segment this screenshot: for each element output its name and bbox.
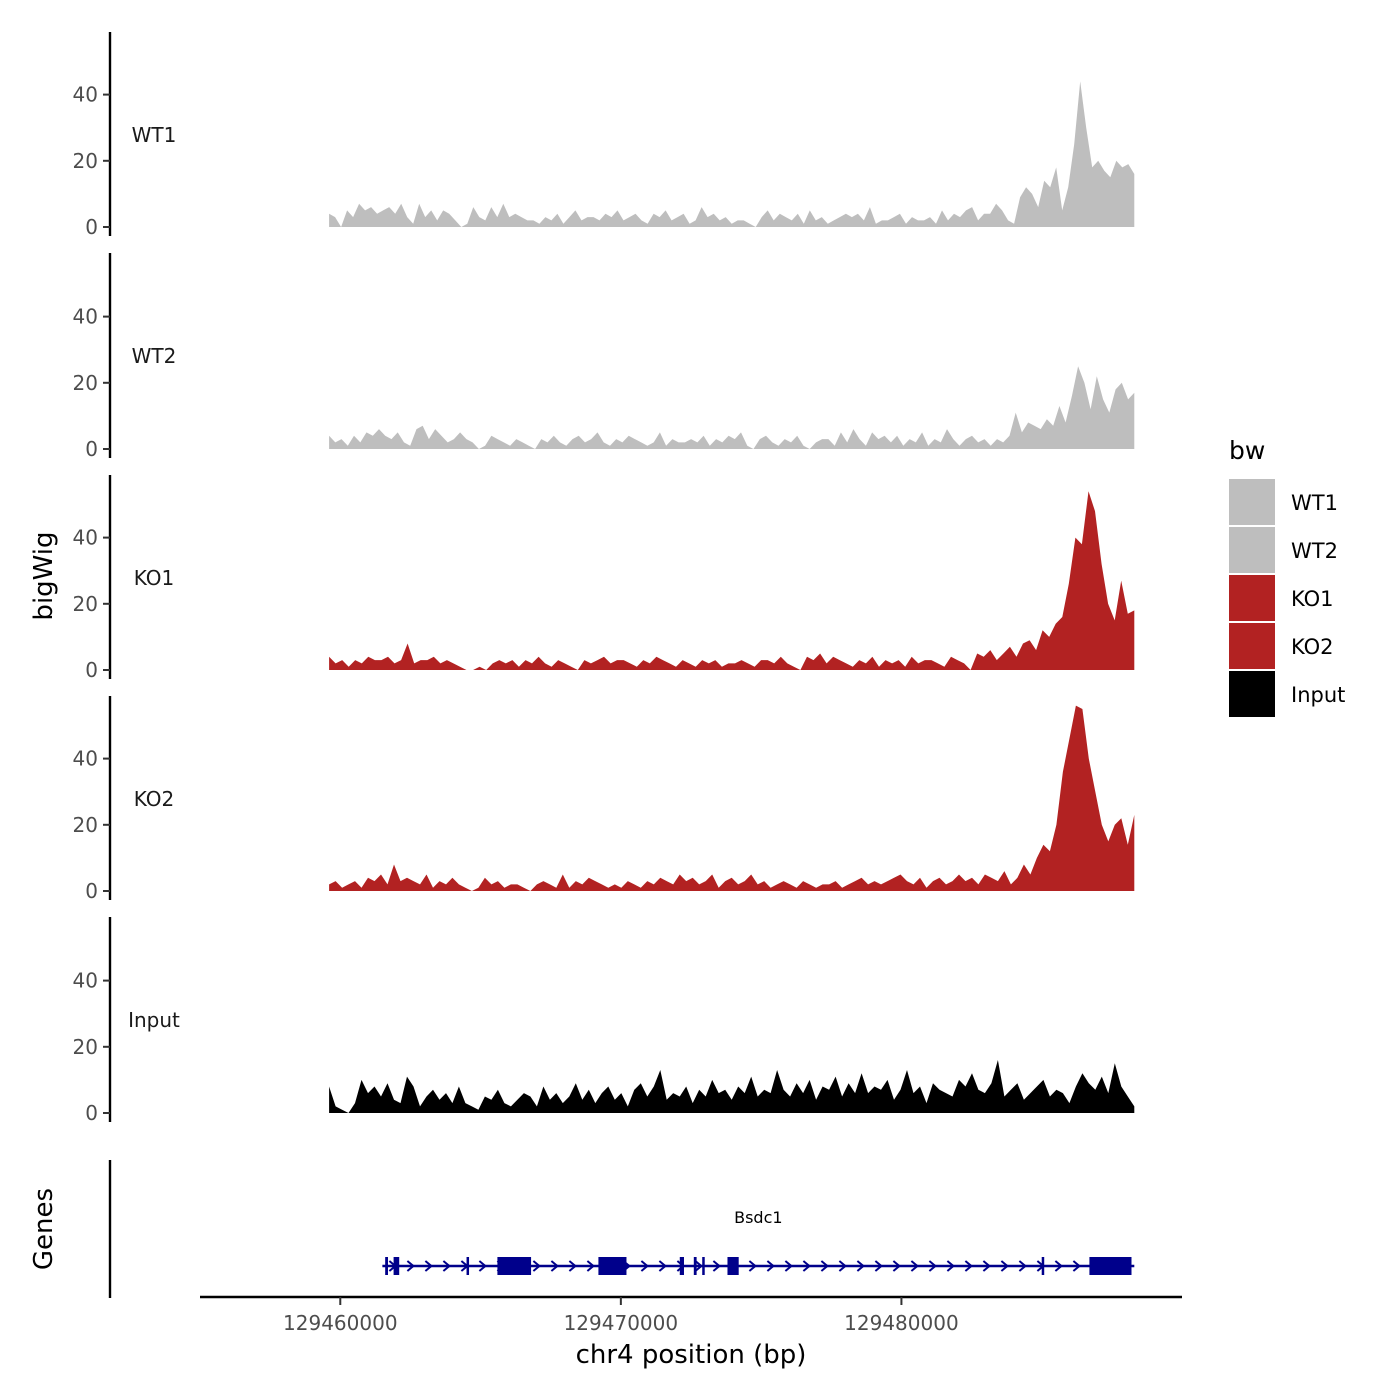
y-tick-label: 20 <box>73 371 98 395</box>
signal-area-wt1 <box>329 81 1135 228</box>
track-ko2: 0 20 40 KO2 <box>73 696 1135 903</box>
gene-exon <box>727 1257 739 1275</box>
strand-arrow <box>802 1260 811 1272</box>
signal-area-input <box>329 1060 1135 1113</box>
strand-arrow <box>586 1260 595 1272</box>
strand-arrow <box>784 1260 793 1272</box>
legend-label: Input <box>1291 683 1345 707</box>
legend-swatch-ko2 <box>1229 623 1275 669</box>
legend-label: KO2 <box>1291 635 1334 659</box>
signal-area-ko2 <box>329 705 1135 891</box>
track-label: WT2 <box>132 344 177 368</box>
strand-arrow <box>1054 1260 1063 1272</box>
strand-arrow <box>928 1260 937 1272</box>
gene-exon <box>1089 1257 1132 1275</box>
strand-arrow <box>1000 1260 1009 1272</box>
legend-swatch-wt2 <box>1229 527 1275 573</box>
legend-swatch-wt1 <box>1229 479 1275 525</box>
track-input: 0 20 40 Input <box>73 917 1135 1125</box>
legend: bw WT1 WT2 KO1 KO2 Input <box>1229 436 1345 717</box>
strand-arrow <box>640 1260 649 1272</box>
y-tick-label: 20 <box>73 592 98 616</box>
gene-exon <box>598 1257 627 1275</box>
legend-swatch-ko1 <box>1229 575 1275 621</box>
strand-arrow <box>964 1260 973 1272</box>
strand-arrow <box>766 1260 775 1272</box>
strand-arrow <box>982 1260 991 1272</box>
genes-track-title: Genes <box>29 1188 59 1270</box>
y-tick-label: 40 <box>73 526 98 550</box>
track-label: Input <box>128 1008 180 1032</box>
signal-area-ko1 <box>329 491 1135 670</box>
gene-exon <box>679 1257 684 1275</box>
y-tick-label: 0 <box>85 1101 98 1125</box>
strand-arrow <box>712 1260 721 1272</box>
track-wt2: 0 20 40 WT2 <box>73 253 1135 461</box>
strand-arrow <box>406 1260 415 1272</box>
y-tick-label: 40 <box>73 305 98 329</box>
x-axis: 129460000 129470000 129480000 chr4 position… <box>200 1295 1182 1370</box>
x-axis-title: chr4 position (bp) <box>576 1340 807 1370</box>
y-tick-label: 0 <box>85 437 98 461</box>
strand-arrow <box>532 1260 541 1272</box>
y-tick-label: 40 <box>73 747 98 771</box>
y-tick-label: 20 <box>73 149 98 173</box>
gene-exon <box>693 1257 697 1275</box>
gene-exon <box>393 1257 400 1275</box>
y-tick-label: 40 <box>73 969 98 993</box>
strand-arrow <box>424 1260 433 1272</box>
strand-arrow <box>442 1260 451 1272</box>
y-tick-label: 40 <box>73 83 98 107</box>
legend-label: WT1 <box>1291 491 1338 515</box>
legend-label: WT2 <box>1291 539 1338 563</box>
strand-arrow <box>892 1260 901 1272</box>
track-label: KO1 <box>134 566 175 590</box>
strand-arrow <box>748 1260 757 1272</box>
signal-area-wt2 <box>329 366 1135 449</box>
strand-arrow <box>550 1260 559 1272</box>
legend-swatch-input <box>1229 671 1275 717</box>
gene-name-label: Bsdc1 <box>734 1208 782 1227</box>
strand-arrow <box>838 1260 847 1272</box>
gene-exon <box>702 1257 705 1275</box>
track-label: WT1 <box>132 123 177 147</box>
track-wt1: 0 20 40 WT1 <box>73 32 1135 239</box>
strand-arrow <box>568 1260 577 1272</box>
legend-title: bw <box>1229 436 1265 465</box>
strand-arrow <box>478 1260 487 1272</box>
strand-arrow <box>856 1260 865 1272</box>
gene-exon <box>466 1257 470 1275</box>
x-tick-label: 129460000 <box>283 1311 398 1335</box>
track-label: KO2 <box>134 787 175 811</box>
gene-exon <box>385 1257 388 1275</box>
track-ko1: 0 20 40 KO1 <box>73 475 1135 682</box>
strand-arrow <box>820 1260 829 1272</box>
strand-arrow <box>946 1260 955 1272</box>
x-tick-label: 129480000 <box>844 1311 959 1335</box>
y-tick-label: 0 <box>85 215 98 239</box>
strand-arrow <box>1018 1260 1027 1272</box>
gene-exon <box>1041 1257 1045 1275</box>
x-tick-label: 129470000 <box>564 1311 679 1335</box>
y-tick-label: 20 <box>73 1035 98 1059</box>
genes-track: Genes Bsdc1 <box>29 1160 1135 1298</box>
gene-exon <box>497 1257 532 1275</box>
strand-arrow <box>658 1260 667 1272</box>
y-axis-title: bigWig <box>29 531 59 620</box>
y-tick-label: 20 <box>73 813 98 837</box>
legend-label: KO1 <box>1291 587 1334 611</box>
strand-arrow <box>1072 1260 1081 1272</box>
y-tick-label: 0 <box>85 879 98 903</box>
y-tick-label: 0 <box>85 658 98 682</box>
strand-arrow <box>910 1260 919 1272</box>
strand-arrow <box>874 1260 883 1272</box>
strand-arrow <box>694 1260 703 1272</box>
